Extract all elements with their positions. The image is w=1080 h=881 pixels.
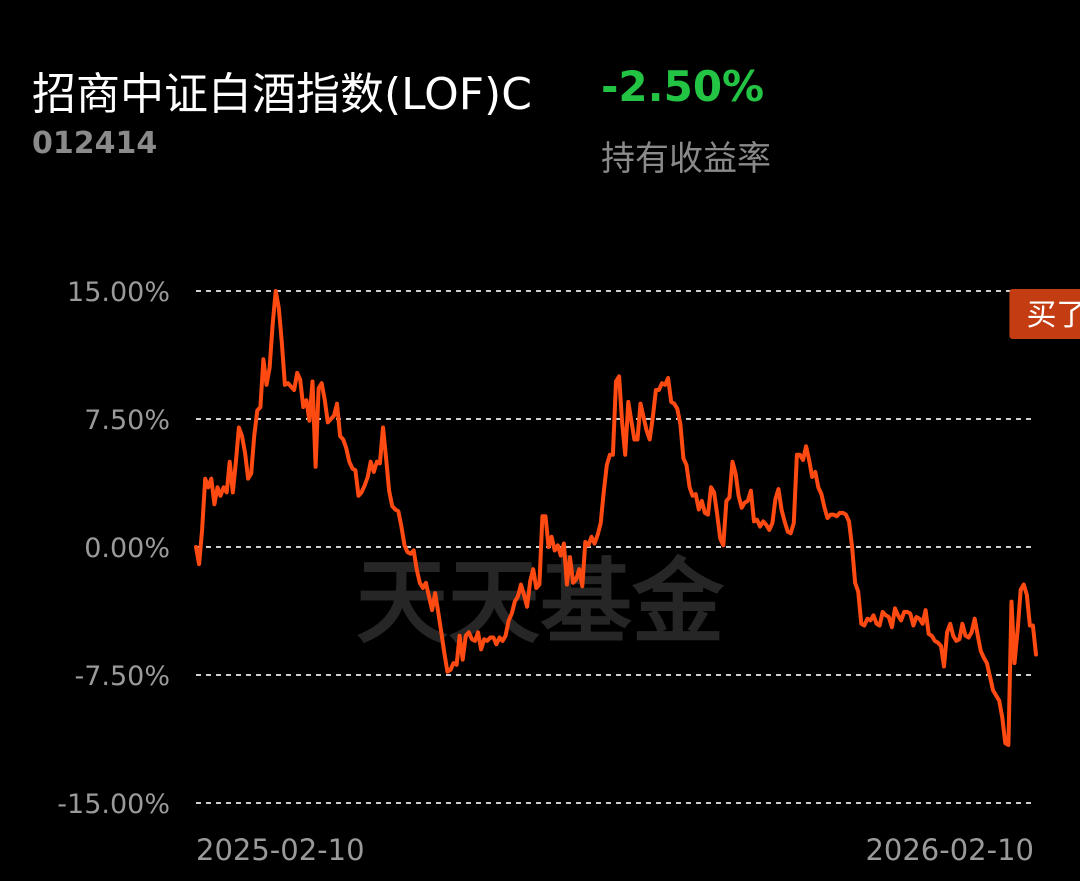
fund-code: 012414 — [32, 126, 158, 161]
return-series-line — [194, 289, 1038, 747]
y-tick-label: -15.00% — [57, 789, 170, 820]
holding-return-value: -2.50% — [601, 62, 765, 111]
fund-name[interactable]: 招商中证白酒指数(LOF)C — [32, 69, 532, 120]
x-tick-label: 2026-02-10 — [865, 833, 1034, 867]
buy-marker-label: 买了 — [1026, 298, 1080, 333]
y-tick-label: 15.00% — [67, 277, 170, 308]
x-tick-label: 2025-02-10 — [196, 833, 365, 867]
y-tick-label: -7.50% — [74, 661, 170, 692]
holding-return-label: 持有收益率 — [601, 139, 771, 179]
y-tick-label: 7.50% — [84, 405, 170, 436]
buy-marker-badge[interactable] — [1009, 289, 1080, 339]
y-tick-label: 0.00% — [84, 533, 170, 564]
